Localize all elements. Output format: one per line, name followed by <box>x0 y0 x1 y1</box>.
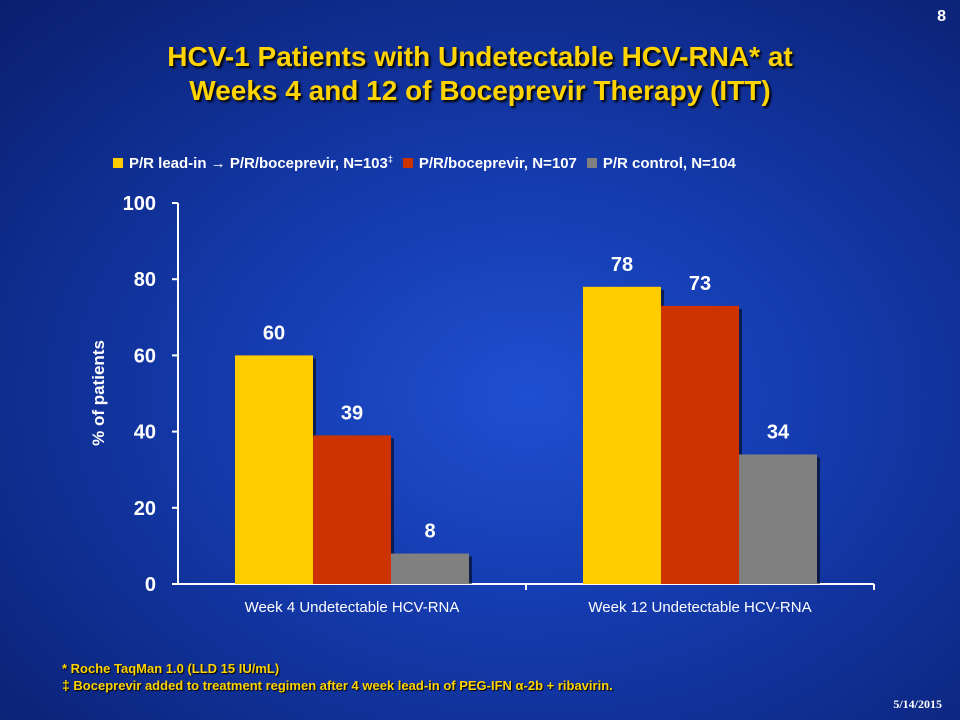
data-label: 73 <box>689 273 711 295</box>
slide-title: HCV-1 Patients with Undetectable HCV-RNA… <box>0 40 960 108</box>
legend-swatch-series-3 <box>586 158 597 168</box>
y-tick-label: 80 <box>134 269 156 291</box>
footnotes: * Roche TaqMan 1.0 (LLD 15 IU/mL) ‡ Boce… <box>62 660 613 694</box>
data-label: 78 <box>611 254 633 276</box>
footnote-2: ‡ Boceprevir added to treatment regimen … <box>62 677 613 694</box>
footnote-2-text: Boceprevir added to treatment regimen af… <box>73 678 613 693</box>
footnote-1: * Roche TaqMan 1.0 (LLD 15 IU/mL) <box>62 661 280 676</box>
legend-swatch-series-1 <box>113 158 123 168</box>
title-line-1: HCV-1 Patients with Undetectable HCV-RNA… <box>167 41 793 72</box>
legend-item-series-1: P/R lead-in → P/R/boceprevir, N=103‡ <box>113 154 393 172</box>
bar-3-2 <box>739 454 817 584</box>
data-label: 39 <box>341 402 363 424</box>
x-tick-label: Week 12 Undetectable HCV-RNA <box>588 599 811 616</box>
page-number: 8 <box>937 8 946 25</box>
legend-label-series-1-mark: ‡ <box>387 154 393 164</box>
legend-item-series-3: P/R control, N=104 <box>586 154 736 172</box>
footnote-2-mark: ‡ <box>62 677 70 693</box>
slide-date: 5/14/2015 <box>893 697 942 711</box>
legend-item-series-2: P/R/boceprevir, N=107 <box>402 154 577 172</box>
data-label: 8 <box>424 521 435 543</box>
legend-label-series-3: P/R control, N=104 <box>602 154 736 172</box>
y-axis-label: % of patients <box>89 340 108 446</box>
x-tick-label: Week 4 Undetectable HCV-RNA <box>245 599 460 616</box>
bar-1-1 <box>235 355 313 584</box>
y-tick-label: 0 <box>145 574 156 596</box>
bar-1-2 <box>583 286 661 584</box>
data-label: 34 <box>767 421 790 443</box>
legend-label-series-2: P/R/boceprevir, N=107 <box>418 154 577 172</box>
y-tick-label: 60 <box>134 345 156 367</box>
legend-label-series-1: P/R lead-in → P/R/boceprevir, N=103‡ <box>129 154 393 172</box>
legend-swatch-series-2 <box>402 158 413 168</box>
y-tick-label: 20 <box>134 498 156 520</box>
bar-3-1 <box>391 553 469 584</box>
title-line-2: Weeks 4 and 12 of Boceprevir Therapy (IT… <box>189 75 771 106</box>
data-label: 60 <box>263 322 285 344</box>
y-tick-label: 100 <box>123 193 156 215</box>
y-tick-label: 40 <box>134 422 156 444</box>
bar-2-1 <box>313 435 391 584</box>
bar-2-2 <box>661 305 739 584</box>
chart-legend: P/R lead-in → P/R/boceprevir, N=103‡ P/R… <box>113 153 746 173</box>
